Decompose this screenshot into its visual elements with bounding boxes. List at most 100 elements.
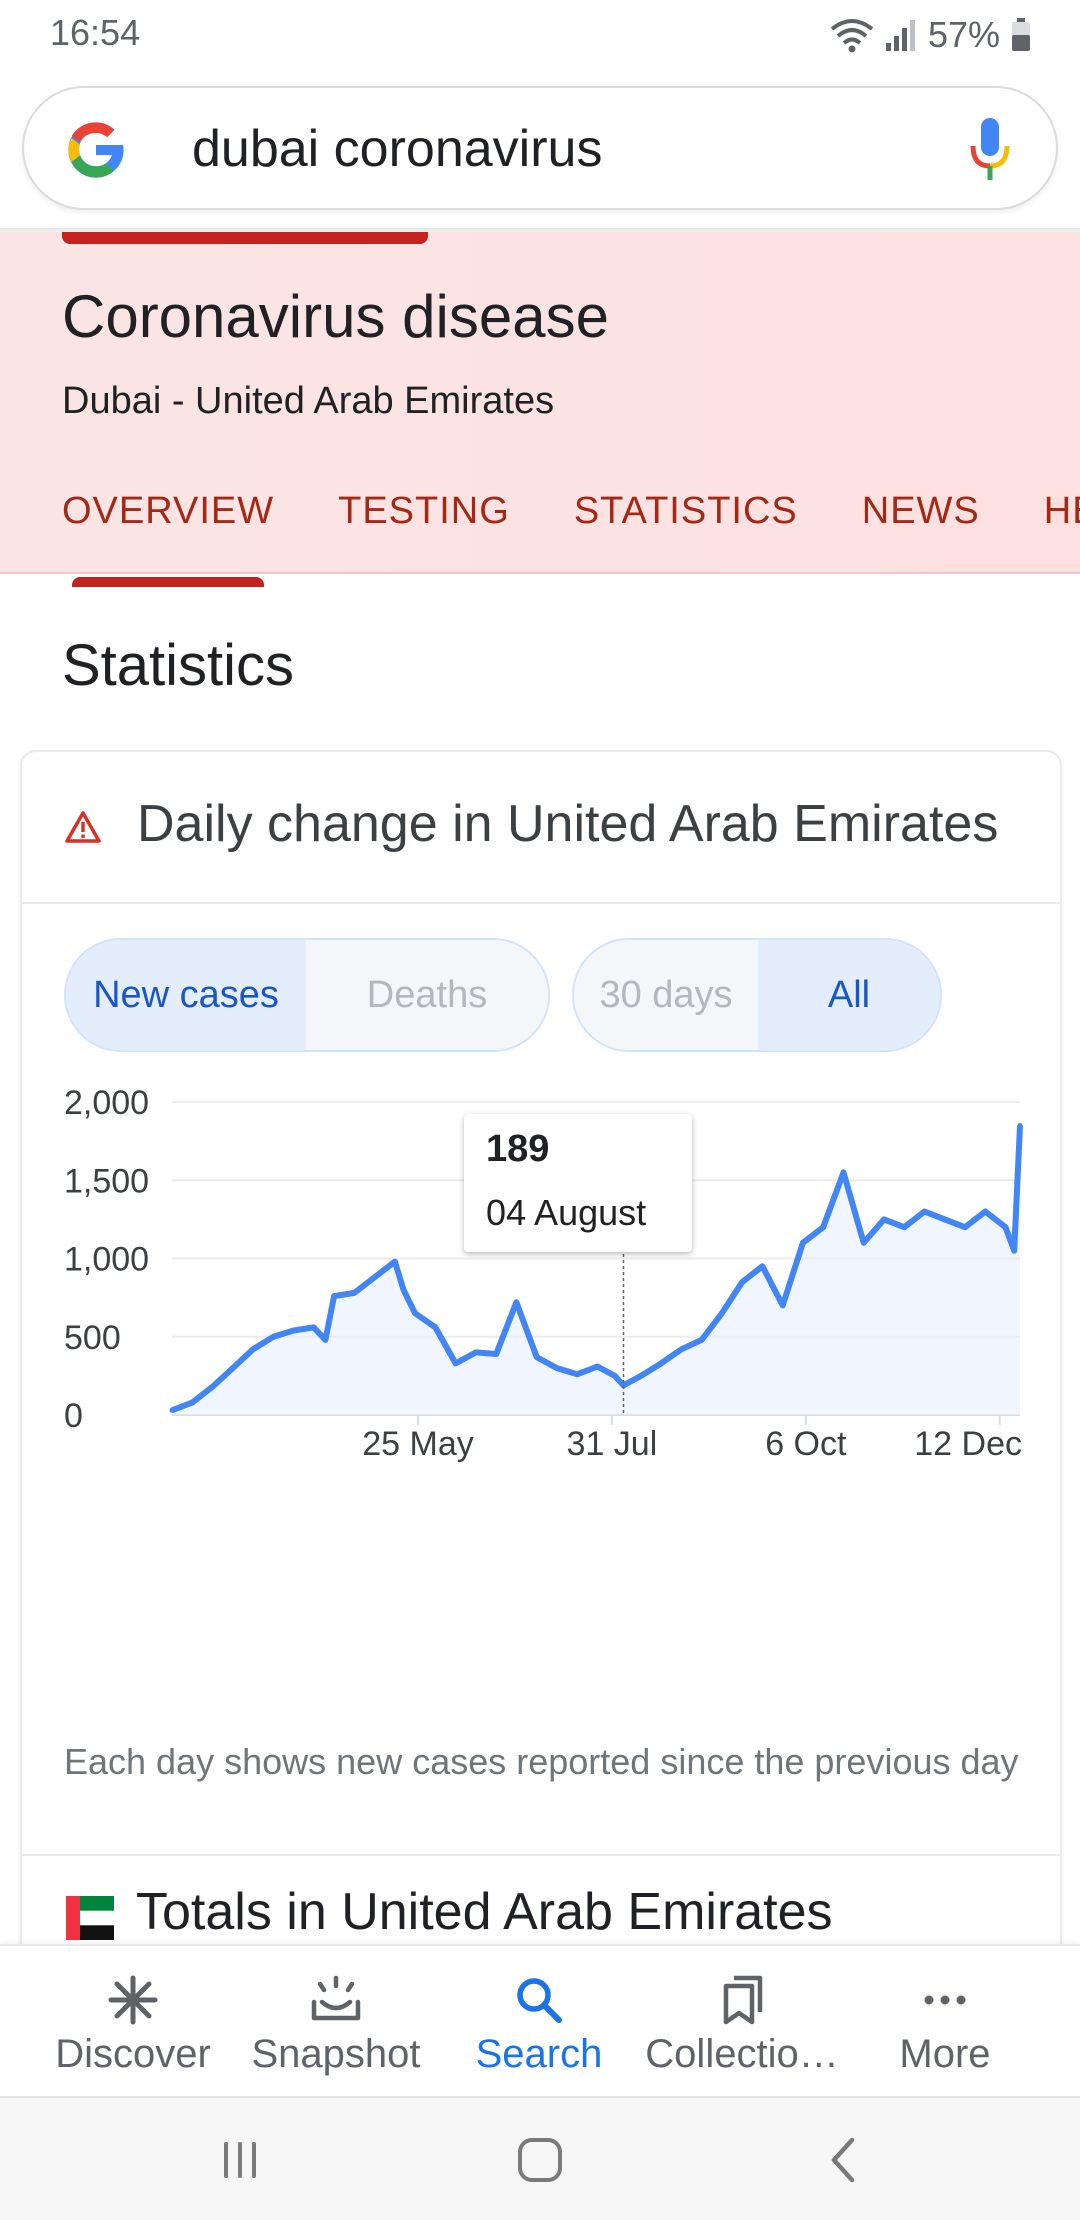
data-point [840, 1169, 846, 1175]
nav-collections[interactable]: Collectio… [637, 1946, 847, 2098]
uae-flag-icon [66, 1894, 114, 1942]
data-point [554, 1365, 560, 1371]
battery-icon [1012, 18, 1030, 51]
topic-title: Coronavirus disease [62, 283, 609, 350]
more-dots-icon [924, 1995, 966, 2005]
data-point [189, 1399, 195, 1405]
data-point [1011, 1248, 1017, 1254]
series-area [172, 1125, 1020, 1415]
chart-tooltip: 189 04 August [464, 1114, 692, 1252]
y-tick-label: 1,500 [64, 1162, 149, 1200]
data-point [210, 1384, 216, 1390]
data-point [942, 1216, 948, 1222]
search-box[interactable]: dubai coronavirus [22, 86, 1058, 210]
snapshot-icon [311, 1975, 361, 2021]
data-point [901, 1224, 907, 1230]
data-point [392, 1259, 398, 1265]
signal-icon [885, 20, 915, 51]
data-point [401, 1287, 407, 1293]
tooltip-value: 189 [486, 1128, 550, 1170]
data-point [513, 1299, 519, 1305]
x-tick-label: 12 Dec [914, 1425, 1022, 1463]
nav-label: Snapshot [251, 2032, 421, 2076]
new-cases-toggle[interactable]: New cases [66, 940, 307, 1050]
back-icon[interactable] [814, 2130, 874, 2190]
metric-toggle: New cases Deaths [64, 938, 550, 1052]
data-point [372, 1274, 378, 1280]
data-point [800, 1240, 806, 1246]
data-point [432, 1324, 438, 1330]
data-point [739, 1279, 745, 1285]
data-point [678, 1346, 684, 1352]
recent-apps-icon[interactable] [210, 2130, 270, 2190]
nav-label: Collectio… [645, 2032, 839, 2076]
data-point [534, 1354, 540, 1360]
home-icon[interactable] [510, 2130, 570, 2190]
collections-icon [723, 1975, 763, 2025]
card-header: Daily change in United Arab Emirates [22, 752, 1060, 904]
data-point [780, 1302, 786, 1308]
data-point [453, 1360, 459, 1366]
data-point [1003, 1224, 1009, 1230]
card-title: Daily change in United Arab Emirates [137, 795, 999, 853]
section-title: Statistics [62, 633, 295, 698]
statistics-card: Daily change in United Arab Emirates New… [20, 750, 1062, 2010]
30-days-toggle[interactable]: 30 days [574, 940, 758, 1050]
nav-label: More [899, 2032, 991, 2076]
tab-testing[interactable]: TESTING [338, 490, 510, 532]
data-point [1017, 1122, 1023, 1128]
y-tick-label: 500 [64, 1319, 121, 1357]
nav-more[interactable]: More [840, 1946, 1050, 2098]
data-point [473, 1349, 479, 1355]
data-point [638, 1373, 644, 1379]
data-point [594, 1363, 600, 1369]
all-toggle[interactable]: All [757, 940, 940, 1050]
data-point [493, 1351, 499, 1357]
deaths-toggle[interactable]: Deaths [306, 940, 548, 1050]
y-tick-label: 2,000 [64, 1084, 149, 1122]
data-point [620, 1382, 626, 1388]
google-logo-icon [68, 122, 124, 178]
data-point [962, 1224, 968, 1230]
topic-subtitle: Dubai - United Arab Emirates [62, 380, 555, 422]
nav-discover[interactable]: Discover [28, 1946, 238, 2098]
nav-label: Search [475, 2032, 603, 2076]
system-nav-bar [0, 2096, 1080, 2220]
hero-accent-bar [62, 232, 428, 244]
data-point [574, 1371, 580, 1377]
y-tick-label: 0 [64, 1397, 83, 1435]
data-point [311, 1324, 317, 1330]
data-point [412, 1310, 418, 1316]
tab-health[interactable]: HE [1043, 490, 1080, 532]
data-point [658, 1360, 664, 1366]
data-point [230, 1365, 236, 1371]
status-time: 16:54 [50, 12, 141, 53]
topic-header: Coronavirus disease Dubai - United Arab … [0, 232, 1080, 587]
asterisk-icon [108, 1975, 158, 2025]
search-input[interactable]: dubai coronavirus [192, 120, 603, 178]
data-point [719, 1310, 725, 1316]
nav-snapshot[interactable]: Snapshot [231, 1946, 441, 2098]
nav-label: Discover [55, 2032, 211, 2076]
y-tick-label: 1,000 [64, 1241, 149, 1279]
data-point [861, 1240, 867, 1246]
data-point [982, 1209, 988, 1215]
tab-statistics[interactable]: STATISTICS [573, 490, 798, 532]
topic-tabs: OVERVIEW TESTING STATISTICS NEWS HE [62, 490, 1080, 587]
cases-chart[interactable]: 2,000 1,500 1,000 500 0 25 May 31 Jul 6 Oct 12 D… [22, 1072, 1062, 1472]
status-bar: 16:54 57% [0, 0, 1080, 70]
battery-percent: 57% [927, 14, 1000, 55]
nav-search[interactable]: Search [434, 1946, 644, 2098]
range-toggle: 30 days All [572, 938, 942, 1052]
tooltip-date: 04 August [486, 1192, 647, 1233]
data-point [331, 1293, 337, 1299]
data-point [291, 1327, 297, 1333]
wifi-icon [830, 19, 874, 53]
card-divider [22, 1854, 1060, 1856]
search-icon [517, 1978, 562, 2023]
tab-news[interactable]: NEWS [861, 490, 980, 532]
tab-overview[interactable]: OVERVIEW [62, 490, 275, 587]
data-point [612, 1373, 618, 1379]
bottom-nav: Discover Snapshot Search Collectio… [0, 1944, 1080, 2096]
microphone-icon[interactable] [968, 116, 1012, 184]
